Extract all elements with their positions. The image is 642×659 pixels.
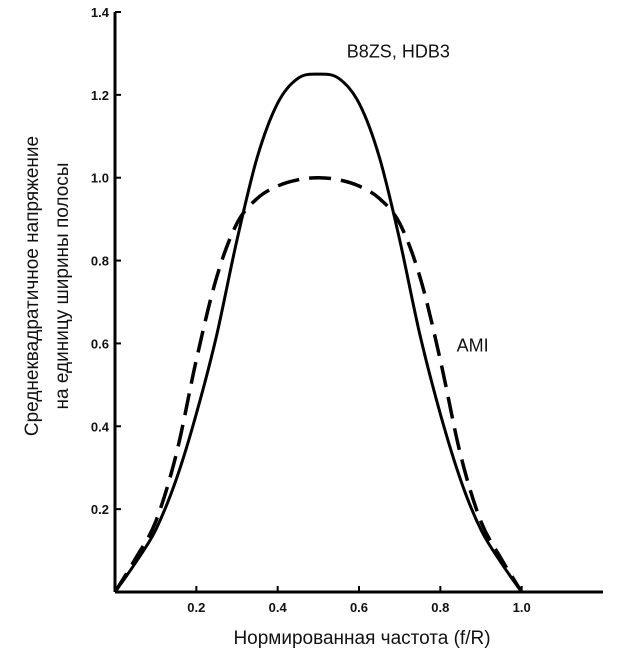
series-label-ami: AMI xyxy=(457,336,489,356)
series-ami-line xyxy=(113,175,524,593)
x-tick-label: 0.2 xyxy=(187,600,205,615)
y-tick-label: 0.4 xyxy=(91,419,110,434)
series-b8zs-hdb3-line xyxy=(113,72,523,593)
y-tick-label: 1.0 xyxy=(91,171,109,186)
axes xyxy=(113,12,603,594)
labels: Нормированная частота (f/R) Среднеквадра… xyxy=(22,136,491,649)
x-tick-label: 0.8 xyxy=(431,600,449,615)
x-axis-label: Нормированная частота (f/R) xyxy=(233,628,490,649)
y-tick-label: 0.8 xyxy=(91,254,109,269)
y-tick-label: 1.4 xyxy=(91,5,110,20)
annotations: B8ZS, HDB3 AMI xyxy=(347,42,489,356)
y-axis-label-line-1: Среднеквадратичное напряжение xyxy=(22,136,43,436)
x-tick-label: 0.6 xyxy=(350,600,368,615)
y-tick-label: 0.2 xyxy=(91,502,109,517)
x-tick-label: 1.0 xyxy=(513,600,531,615)
x-tick-label: 0.4 xyxy=(269,600,288,615)
y-tick-label: 0.6 xyxy=(91,336,109,351)
y-tick-label: 1.2 xyxy=(91,88,109,103)
y-axis-label-line-2: на единицу ширины полосы xyxy=(52,163,73,410)
series-group xyxy=(113,72,524,593)
series-label-b8zs-hdb3: B8ZS, HDB3 xyxy=(347,42,450,62)
ticks: 0.2 0.4 0.6 0.8 1.0 0.2 0.4 0.6 0.8 1.0 1.2 1.4 xyxy=(91,5,531,615)
